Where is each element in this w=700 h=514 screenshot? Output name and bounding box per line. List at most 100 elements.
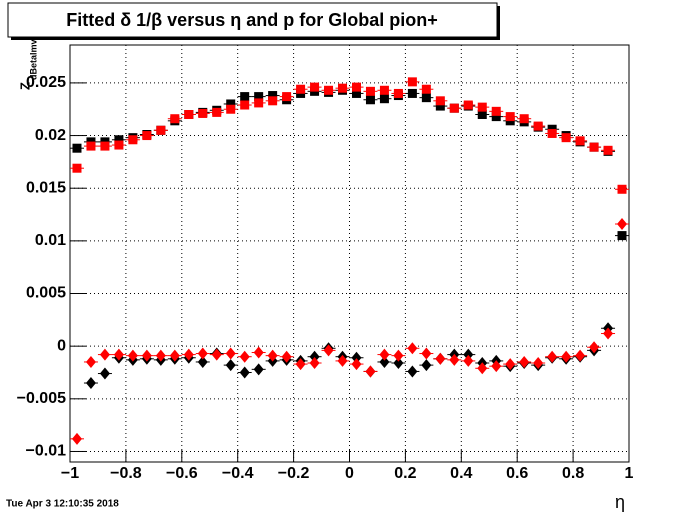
point [407,77,417,87]
point [463,348,474,361]
point [85,377,96,390]
point [351,358,362,371]
y-tick-label: 0.015 [26,179,66,196]
point [421,347,432,360]
point [239,350,250,363]
point [295,358,306,371]
point [379,85,389,95]
x-tick-label: −0.8 [110,465,142,482]
point [351,351,362,364]
point [365,365,376,378]
point [589,341,600,354]
point [477,102,487,112]
point [309,357,320,370]
point [310,82,320,92]
point [254,98,264,108]
point [449,353,460,366]
x-tick-label: −0.2 [278,465,310,482]
x-tick-label: 0 [345,465,354,482]
y-axis-label-group: Z dBetalmv [17,39,38,90]
point [71,432,82,445]
y-tick-label: 0.025 [26,74,66,91]
x-axis-label: η [615,492,625,512]
point [225,347,236,360]
point [435,96,445,106]
point [463,354,474,367]
point [211,348,222,361]
point [281,350,292,363]
point [197,347,208,360]
point [603,145,613,155]
point [197,355,208,368]
point [253,346,264,359]
point [86,141,96,151]
point [561,133,571,143]
point [547,350,558,363]
y-tick-label: −0.01 [26,443,67,460]
point [282,92,292,102]
title-box [7,2,498,38]
point [113,348,124,361]
point [141,349,152,362]
x-tick-label: 1 [625,465,634,482]
point [617,231,627,241]
point [505,358,516,371]
point [449,103,459,113]
point [184,110,194,119]
x-tick-label: 0.8 [562,465,584,482]
point [365,86,375,96]
point [421,84,431,94]
y-axis-label-sub: dBetalmv [28,39,38,80]
y-tick-label: 0 [57,337,66,354]
x-tick-label: 0.4 [450,465,472,482]
point [296,84,306,94]
point [72,163,82,173]
point [169,349,180,362]
point [435,352,446,365]
point [477,110,487,119]
point [575,136,585,146]
point [393,349,404,362]
point [407,88,417,98]
point [72,143,82,153]
point [212,107,222,117]
x-tick-label: 0.6 [506,465,528,482]
x-tick-label: −0.4 [222,465,254,482]
point [379,94,389,104]
x-tick-label: 0.2 [394,465,416,482]
point [351,88,361,98]
y-tick-label: −0.005 [17,390,66,407]
point [407,365,418,378]
point [267,349,278,362]
point [519,114,529,124]
point [338,83,348,93]
chart-title: Fitted δ 1/β versus η and p for Global p… [66,10,437,30]
point [463,100,473,110]
point [323,344,334,357]
point [240,100,250,110]
point [477,362,488,375]
point [239,366,250,379]
point [309,350,320,363]
point [198,108,208,118]
point [575,349,586,362]
point [114,135,124,145]
point [533,121,543,131]
point [268,91,278,101]
x-tick-label: −0.6 [166,465,198,482]
point [170,114,180,124]
point [142,131,152,141]
footer: Tue Apr 3 12:10:35 2018 [6,499,119,510]
point [547,128,557,138]
point [351,82,361,92]
point [337,354,348,367]
point [393,357,404,370]
point [253,363,264,376]
point [226,104,236,114]
point [99,367,110,380]
point [407,342,418,355]
point [491,360,502,373]
point [421,359,432,372]
plot-frame [69,44,630,463]
